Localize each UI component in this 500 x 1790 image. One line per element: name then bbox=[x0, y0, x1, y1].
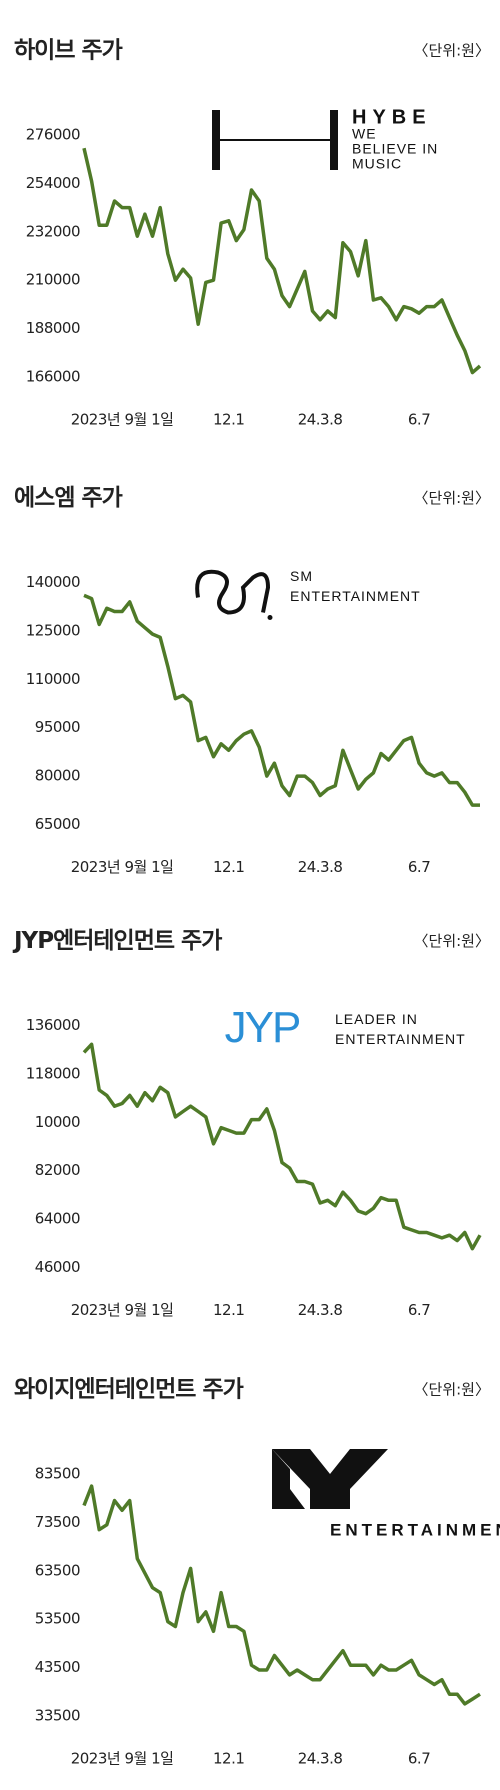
logo-text: BELIEVE IN bbox=[352, 141, 438, 157]
logo-text: LEADER IN bbox=[335, 1011, 418, 1027]
logo-text: WE bbox=[352, 126, 377, 142]
unit-label: 〈단위:원〉 bbox=[414, 1381, 490, 1399]
x-tick-label: 2023년 9월 1일 bbox=[71, 411, 174, 429]
unit-label: 〈단위:원〉 bbox=[414, 42, 490, 60]
chart-title: JYP엔터테인먼트 주가 bbox=[12, 928, 222, 954]
chart-title: 에스엠 주가 bbox=[14, 485, 123, 511]
y-tick-label: 63500 bbox=[35, 1561, 80, 1579]
sm-logo-shape bbox=[195, 569, 273, 620]
x-tick-label: 24.3.8 bbox=[298, 1301, 343, 1319]
hybe-logo-shape bbox=[212, 110, 338, 170]
logo-text: HYBE bbox=[352, 106, 432, 128]
logo-text: MUSIC bbox=[352, 156, 402, 172]
price-line bbox=[82, 1042, 482, 1251]
y-tick-label: 210000 bbox=[26, 271, 80, 289]
y-tick-label: 118000 bbox=[26, 1064, 80, 1082]
y-tick-label: 136000 bbox=[26, 1016, 80, 1034]
x-tick-label: 24.3.8 bbox=[298, 411, 343, 429]
y-tick-label: 140000 bbox=[26, 573, 80, 591]
price-line bbox=[82, 1484, 481, 1706]
x-tick-label: 24.3.8 bbox=[298, 858, 343, 876]
y-tick-label: 82000 bbox=[35, 1161, 80, 1179]
logo-text: ENTERTAINMENT bbox=[335, 1031, 466, 1047]
price-line bbox=[83, 593, 480, 807]
logo-text: SM bbox=[290, 568, 313, 584]
chart-title: 와이지엔터테인먼트 주가 bbox=[14, 1377, 244, 1403]
unit-label: 〈단위:원〉 bbox=[414, 932, 490, 950]
y-tick-label: 10000 bbox=[35, 1113, 80, 1131]
x-tick-label: 12.1 bbox=[213, 411, 244, 429]
x-tick-label: 6.7 bbox=[408, 411, 430, 429]
yg-logo-shape bbox=[272, 1449, 388, 1509]
y-tick-label: 188000 bbox=[26, 319, 80, 337]
y-tick-label: 125000 bbox=[26, 621, 80, 639]
y-tick-label: 33500 bbox=[35, 1707, 80, 1725]
x-tick-label: 6.7 bbox=[408, 1301, 430, 1319]
y-tick-label: 166000 bbox=[26, 368, 80, 386]
y-tick-label: 43500 bbox=[35, 1658, 80, 1676]
y-tick-label: 254000 bbox=[26, 174, 80, 192]
y-tick-label: 73500 bbox=[35, 1513, 80, 1531]
x-tick-label: 12.1 bbox=[213, 858, 244, 876]
x-tick-label: 2023년 9월 1일 bbox=[71, 1750, 174, 1768]
x-tick-label: 12.1 bbox=[213, 1750, 244, 1768]
y-tick-label: 110000 bbox=[26, 670, 80, 688]
x-tick-label: 2023년 9월 1일 bbox=[71, 1301, 174, 1319]
stock-chart: JYP엔터테인먼트 주가 〈단위:원〉 JYP LEADER IN ENTERTAINM… bbox=[12, 928, 490, 1319]
stock-chart: 와이지엔터테인먼트 주가 〈단위:원〉 ENTERTAINMENT 33500 4350… bbox=[14, 1377, 500, 1768]
logo-text: ENTERTAINMENT bbox=[290, 588, 421, 604]
y-tick-label: 83500 bbox=[35, 1465, 80, 1483]
stock-chart: 에스엠 주가 〈단위:원〉 SM ENTERTAINMENT 65000 80000 950… bbox=[14, 485, 490, 876]
unit-label: 〈단위:원〉 bbox=[414, 489, 490, 507]
y-tick-label: 64000 bbox=[35, 1210, 80, 1228]
chart-title: 하이브 주가 bbox=[14, 38, 123, 64]
logo-text: ENTERTAINMENT bbox=[330, 1520, 500, 1539]
x-tick-label: 12.1 bbox=[213, 1301, 244, 1319]
y-tick-label: 53500 bbox=[35, 1610, 80, 1628]
y-tick-label: 95000 bbox=[35, 718, 80, 736]
x-tick-label: 2023년 9월 1일 bbox=[71, 858, 174, 876]
y-tick-label: 65000 bbox=[35, 815, 80, 833]
x-tick-label: 24.3.8 bbox=[298, 1750, 343, 1768]
y-tick-label: 276000 bbox=[26, 126, 80, 144]
x-tick-label: 6.7 bbox=[408, 858, 430, 876]
price-line bbox=[82, 147, 482, 375]
x-tick-label: 6.7 bbox=[408, 1750, 430, 1768]
y-tick-label: 46000 bbox=[35, 1258, 80, 1276]
logo-mark: JYP bbox=[225, 1003, 300, 1052]
y-tick-label: 232000 bbox=[26, 222, 80, 240]
y-tick-label: 80000 bbox=[35, 767, 80, 785]
